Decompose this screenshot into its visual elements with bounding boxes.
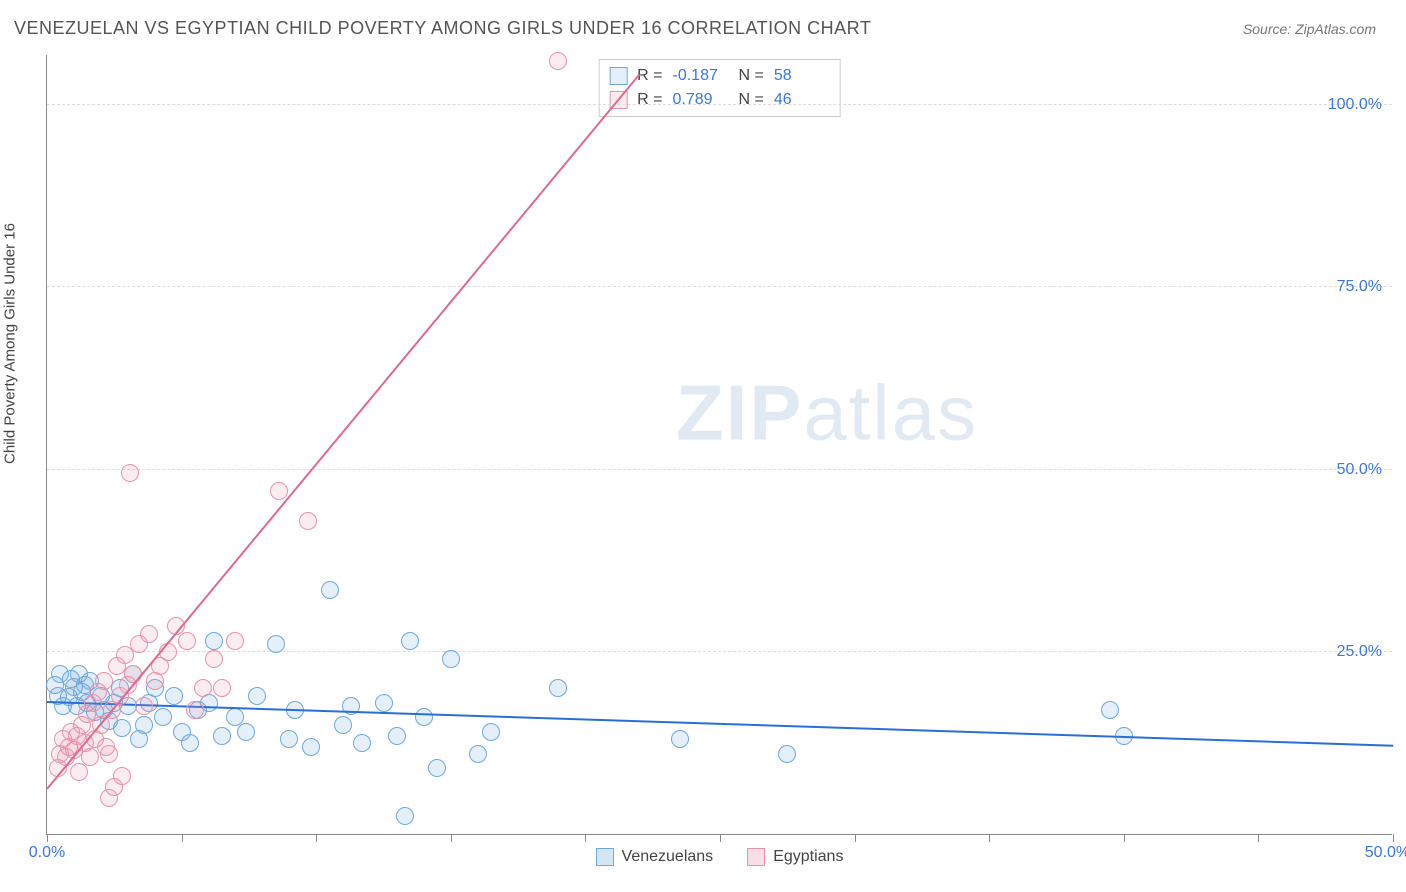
x-tick — [720, 834, 721, 842]
y-tick-label: 25.0% — [1337, 643, 1382, 661]
data-point — [1101, 701, 1119, 719]
data-point — [375, 694, 393, 712]
data-point — [124, 665, 142, 683]
data-point — [121, 464, 139, 482]
data-point — [270, 482, 288, 500]
watermark: ZIPatlas — [676, 368, 978, 459]
data-point — [778, 745, 796, 763]
data-point — [113, 767, 131, 785]
data-point — [671, 730, 689, 748]
x-axis-max-label: 50.0% — [1365, 844, 1406, 862]
data-point — [280, 730, 298, 748]
y-tick-label: 50.0% — [1337, 461, 1382, 479]
data-point — [299, 512, 317, 530]
gridline — [47, 286, 1392, 287]
y-tick-label: 100.0% — [1328, 96, 1382, 114]
chart-source: Source: ZipAtlas.com — [1243, 21, 1376, 37]
legend-item: Venezuelans — [596, 848, 714, 866]
data-point — [205, 632, 223, 650]
data-point — [428, 759, 446, 777]
data-point — [100, 789, 118, 807]
legend-label: Venezuelans — [622, 848, 714, 866]
data-point — [267, 635, 285, 653]
data-point — [388, 727, 406, 745]
legend-swatch — [596, 848, 614, 866]
data-point — [415, 708, 433, 726]
x-tick — [989, 834, 990, 842]
x-tick — [182, 834, 183, 842]
data-point — [186, 701, 204, 719]
data-point — [248, 687, 266, 705]
plot-area: ZIPatlas R =-0.187N =58R =0.789N =46 Ven… — [46, 55, 1392, 835]
legend-swatch — [747, 848, 765, 866]
gridline — [47, 651, 1392, 652]
gridline — [47, 469, 1392, 470]
data-point — [334, 716, 352, 734]
stats-row: R =-0.187N =58 — [609, 64, 830, 88]
x-tick — [1124, 834, 1125, 842]
data-point — [181, 734, 199, 752]
data-point — [302, 738, 320, 756]
data-point — [213, 679, 231, 697]
data-point — [154, 708, 172, 726]
data-point — [469, 745, 487, 763]
data-point — [135, 716, 153, 734]
data-point — [135, 697, 153, 715]
data-point — [178, 632, 196, 650]
data-point — [95, 672, 113, 690]
data-point — [482, 723, 500, 741]
data-point — [549, 52, 567, 70]
data-point — [226, 632, 244, 650]
data-point — [165, 687, 183, 705]
legend-swatch — [609, 67, 627, 85]
chart-container: Child Poverty Among Girls Under 16 ZIPat… — [0, 49, 1400, 879]
y-axis-label: Child Poverty Among Girls Under 16 — [2, 223, 19, 464]
data-point — [205, 650, 223, 668]
x-tick — [1258, 834, 1259, 842]
x-tick — [451, 834, 452, 842]
stats-legend: R =-0.187N =58R =0.789N =46 — [598, 59, 841, 117]
data-point — [353, 734, 371, 752]
x-tick — [1393, 834, 1394, 842]
stats-row: R =0.789N =46 — [609, 88, 830, 112]
data-point — [100, 745, 118, 763]
data-point — [396, 807, 414, 825]
data-point — [140, 625, 158, 643]
gridline — [47, 104, 1392, 105]
chart-title: VENEZUELAN VS EGYPTIAN CHILD POVERTY AMO… — [14, 18, 871, 39]
data-point — [442, 650, 460, 668]
data-point — [237, 723, 255, 741]
data-point — [113, 719, 131, 737]
data-point — [194, 679, 212, 697]
data-point — [213, 727, 231, 745]
data-point — [81, 748, 99, 766]
legend-label: Egyptians — [773, 848, 843, 866]
x-tick — [316, 834, 317, 842]
data-point — [321, 581, 339, 599]
data-point — [549, 679, 567, 697]
data-point — [401, 632, 419, 650]
x-tick — [47, 834, 48, 842]
series-legend: Venezuelans Egyptians — [596, 848, 844, 866]
legend-item: Egyptians — [747, 848, 843, 866]
x-tick — [855, 834, 856, 842]
x-tick — [585, 834, 586, 842]
x-axis-min-label: 0.0% — [29, 844, 65, 862]
y-tick-label: 75.0% — [1337, 278, 1382, 296]
